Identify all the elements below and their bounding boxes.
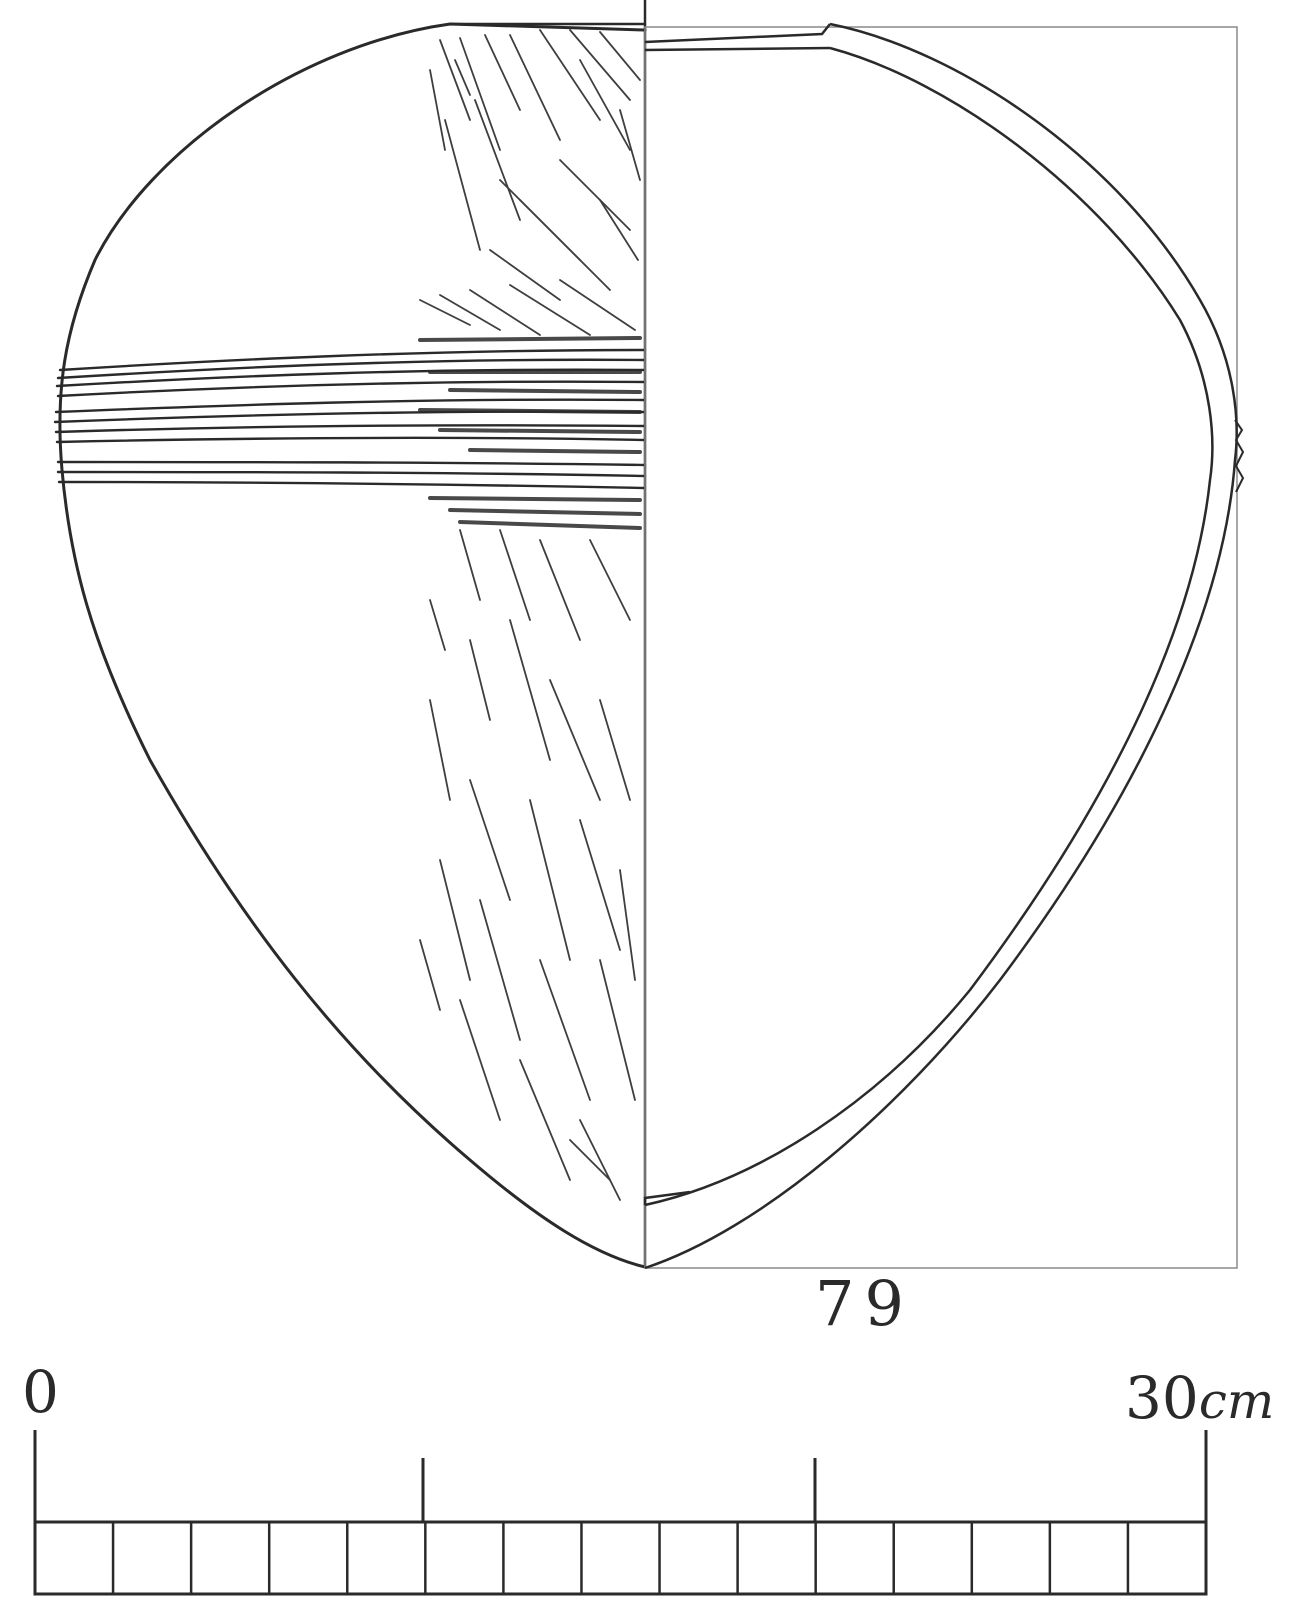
section-base xyxy=(643,1190,691,1205)
scale-bar xyxy=(33,1430,1208,1596)
scale-cell-dividers xyxy=(111,1522,1130,1594)
scale-end-unit: cm xyxy=(1199,1372,1274,1430)
rim-lip xyxy=(644,23,831,52)
vessel-exterior-view xyxy=(53,22,647,1269)
band-shading xyxy=(418,336,642,530)
figure-number: 79 xyxy=(815,1267,914,1340)
band-notches xyxy=(1234,419,1245,493)
scale-box xyxy=(33,1520,1208,1596)
section-outer-wall xyxy=(644,22,1238,1270)
incised-bands xyxy=(53,348,647,490)
surface-hatching-upper xyxy=(419,29,641,336)
vessel-outer-profile xyxy=(58,22,647,1269)
scale-end-value: 30 xyxy=(1125,1364,1199,1432)
surface-hatching-lower xyxy=(419,529,636,1201)
scale-start-label: 0 xyxy=(22,1358,59,1426)
scale-end-label: 30cm xyxy=(1125,1364,1274,1432)
section-inner-wall xyxy=(644,46,1214,1207)
vessel-section-view xyxy=(643,22,1245,1270)
section-frame xyxy=(644,26,1238,1269)
